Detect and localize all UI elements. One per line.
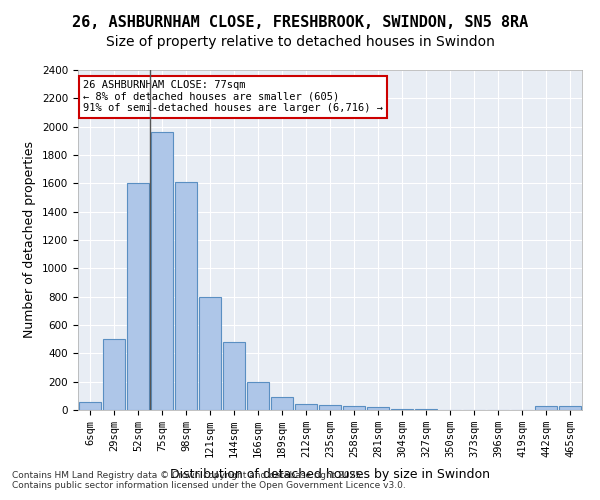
Y-axis label: Number of detached properties: Number of detached properties [23, 142, 37, 338]
Bar [535, 406, 557, 410]
X-axis label: Distribution of detached houses by size in Swindon: Distribution of detached houses by size … [170, 468, 490, 481]
Bar [391, 408, 413, 410]
Bar [223, 342, 245, 410]
Bar [271, 397, 293, 410]
Bar [103, 339, 125, 410]
Bar [295, 404, 317, 410]
Text: Contains HM Land Registry data © Crown copyright and database right 2025.
Contai: Contains HM Land Registry data © Crown c… [12, 470, 406, 490]
Bar [199, 296, 221, 410]
Text: 26 ASHBURNHAM CLOSE: 77sqm
← 8% of detached houses are smaller (605)
91% of semi: 26 ASHBURNHAM CLOSE: 77sqm ← 8% of detac… [83, 80, 383, 114]
Bar [559, 406, 581, 410]
Bar [79, 402, 101, 410]
Bar [367, 408, 389, 410]
Bar [343, 406, 365, 410]
Bar [151, 132, 173, 410]
Bar [175, 182, 197, 410]
Bar [319, 405, 341, 410]
Text: Size of property relative to detached houses in Swindon: Size of property relative to detached ho… [106, 35, 494, 49]
Bar [415, 408, 437, 410]
Bar [247, 382, 269, 410]
Text: 26, ASHBURNHAM CLOSE, FRESHBROOK, SWINDON, SN5 8RA: 26, ASHBURNHAM CLOSE, FRESHBROOK, SWINDO… [72, 15, 528, 30]
Bar [127, 184, 149, 410]
